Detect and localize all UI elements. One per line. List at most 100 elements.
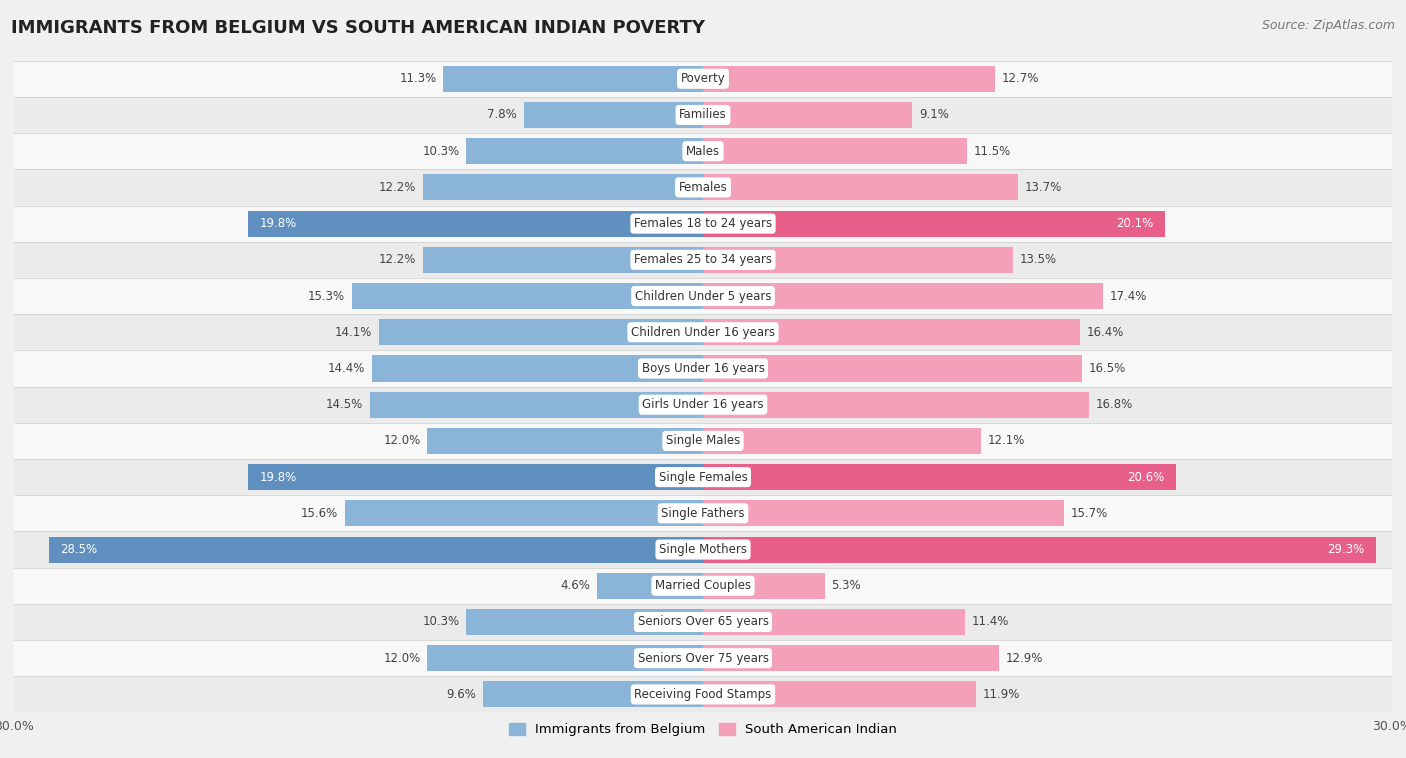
Bar [48,537,703,562]
Bar [352,283,703,309]
Bar [14,61,1392,97]
Text: Source: ZipAtlas.com: Source: ZipAtlas.com [1261,19,1395,32]
Text: 19.8%: 19.8% [260,217,297,230]
Bar [14,278,1392,314]
Bar [14,133,1392,169]
Text: 11.5%: 11.5% [974,145,1011,158]
Bar [703,609,965,635]
Bar [14,568,1392,604]
Text: 12.2%: 12.2% [378,253,416,266]
Text: Single Mothers: Single Mothers [659,543,747,556]
Text: Females: Females [679,181,727,194]
Text: 15.7%: 15.7% [1070,507,1108,520]
Bar [703,247,1012,273]
Text: 13.5%: 13.5% [1019,253,1057,266]
Bar [14,205,1392,242]
Text: 10.3%: 10.3% [422,145,460,158]
Bar [703,428,981,454]
Text: 11.3%: 11.3% [399,72,437,85]
Bar [249,464,703,490]
Bar [703,211,1164,236]
Text: Males: Males [686,145,720,158]
Bar [423,247,703,273]
Bar [14,423,1392,459]
Text: 12.0%: 12.0% [384,652,420,665]
Text: Poverty: Poverty [681,72,725,85]
Text: 10.3%: 10.3% [422,615,460,628]
Text: 4.6%: 4.6% [561,579,591,592]
Bar [703,645,1000,672]
Text: 17.4%: 17.4% [1109,290,1147,302]
Text: 12.1%: 12.1% [988,434,1025,447]
Text: Single Males: Single Males [666,434,740,447]
Text: 16.4%: 16.4% [1087,326,1123,339]
Bar [14,531,1392,568]
Text: 12.7%: 12.7% [1001,72,1039,85]
Bar [598,573,703,599]
Text: 15.6%: 15.6% [301,507,337,520]
Text: Girls Under 16 years: Girls Under 16 years [643,398,763,411]
Legend: Immigrants from Belgium, South American Indian: Immigrants from Belgium, South American … [503,718,903,742]
Bar [14,387,1392,423]
Bar [14,640,1392,676]
Bar [703,138,967,164]
Bar [373,356,703,381]
Bar [370,392,703,418]
Bar [14,350,1392,387]
Text: 12.9%: 12.9% [1007,652,1043,665]
Text: 15.3%: 15.3% [308,290,344,302]
Text: 28.5%: 28.5% [60,543,97,556]
Bar [703,66,994,92]
Text: 14.5%: 14.5% [326,398,363,411]
Text: 20.6%: 20.6% [1128,471,1164,484]
Bar [467,138,703,164]
Text: Children Under 16 years: Children Under 16 years [631,326,775,339]
Text: Females 18 to 24 years: Females 18 to 24 years [634,217,772,230]
Text: 11.4%: 11.4% [972,615,1010,628]
Text: 5.3%: 5.3% [831,579,862,592]
Bar [703,283,1102,309]
Bar [427,428,703,454]
Text: 16.5%: 16.5% [1088,362,1126,375]
Bar [703,573,825,599]
Text: 13.7%: 13.7% [1025,181,1062,194]
Text: Families: Families [679,108,727,121]
Text: 19.8%: 19.8% [260,471,297,484]
Text: Single Fathers: Single Fathers [661,507,745,520]
Bar [703,356,1083,381]
Bar [14,676,1392,713]
Text: IMMIGRANTS FROM BELGIUM VS SOUTH AMERICAN INDIAN POVERTY: IMMIGRANTS FROM BELGIUM VS SOUTH AMERICA… [11,19,706,37]
Text: Married Couples: Married Couples [655,579,751,592]
Bar [703,392,1088,418]
Text: 29.3%: 29.3% [1327,543,1364,556]
Bar [14,242,1392,278]
Bar [703,464,1175,490]
Bar [14,169,1392,205]
Bar [249,211,703,236]
Text: Seniors Over 65 years: Seniors Over 65 years [637,615,769,628]
Text: Children Under 5 years: Children Under 5 years [634,290,772,302]
Bar [467,609,703,635]
Text: 20.1%: 20.1% [1116,217,1153,230]
Bar [703,537,1376,562]
Bar [703,500,1063,526]
Text: 11.9%: 11.9% [983,688,1021,701]
Bar [427,645,703,672]
Text: 9.6%: 9.6% [446,688,475,701]
Text: 14.1%: 14.1% [335,326,373,339]
Bar [14,314,1392,350]
Bar [380,319,703,346]
Bar [703,681,976,707]
Text: 9.1%: 9.1% [920,108,949,121]
Text: Boys Under 16 years: Boys Under 16 years [641,362,765,375]
Bar [482,681,703,707]
Text: Single Females: Single Females [658,471,748,484]
Text: Seniors Over 75 years: Seniors Over 75 years [637,652,769,665]
Text: 16.8%: 16.8% [1095,398,1133,411]
Bar [703,102,912,128]
Bar [423,174,703,200]
Bar [524,102,703,128]
Bar [703,319,1080,346]
Bar [443,66,703,92]
Bar [703,174,1018,200]
